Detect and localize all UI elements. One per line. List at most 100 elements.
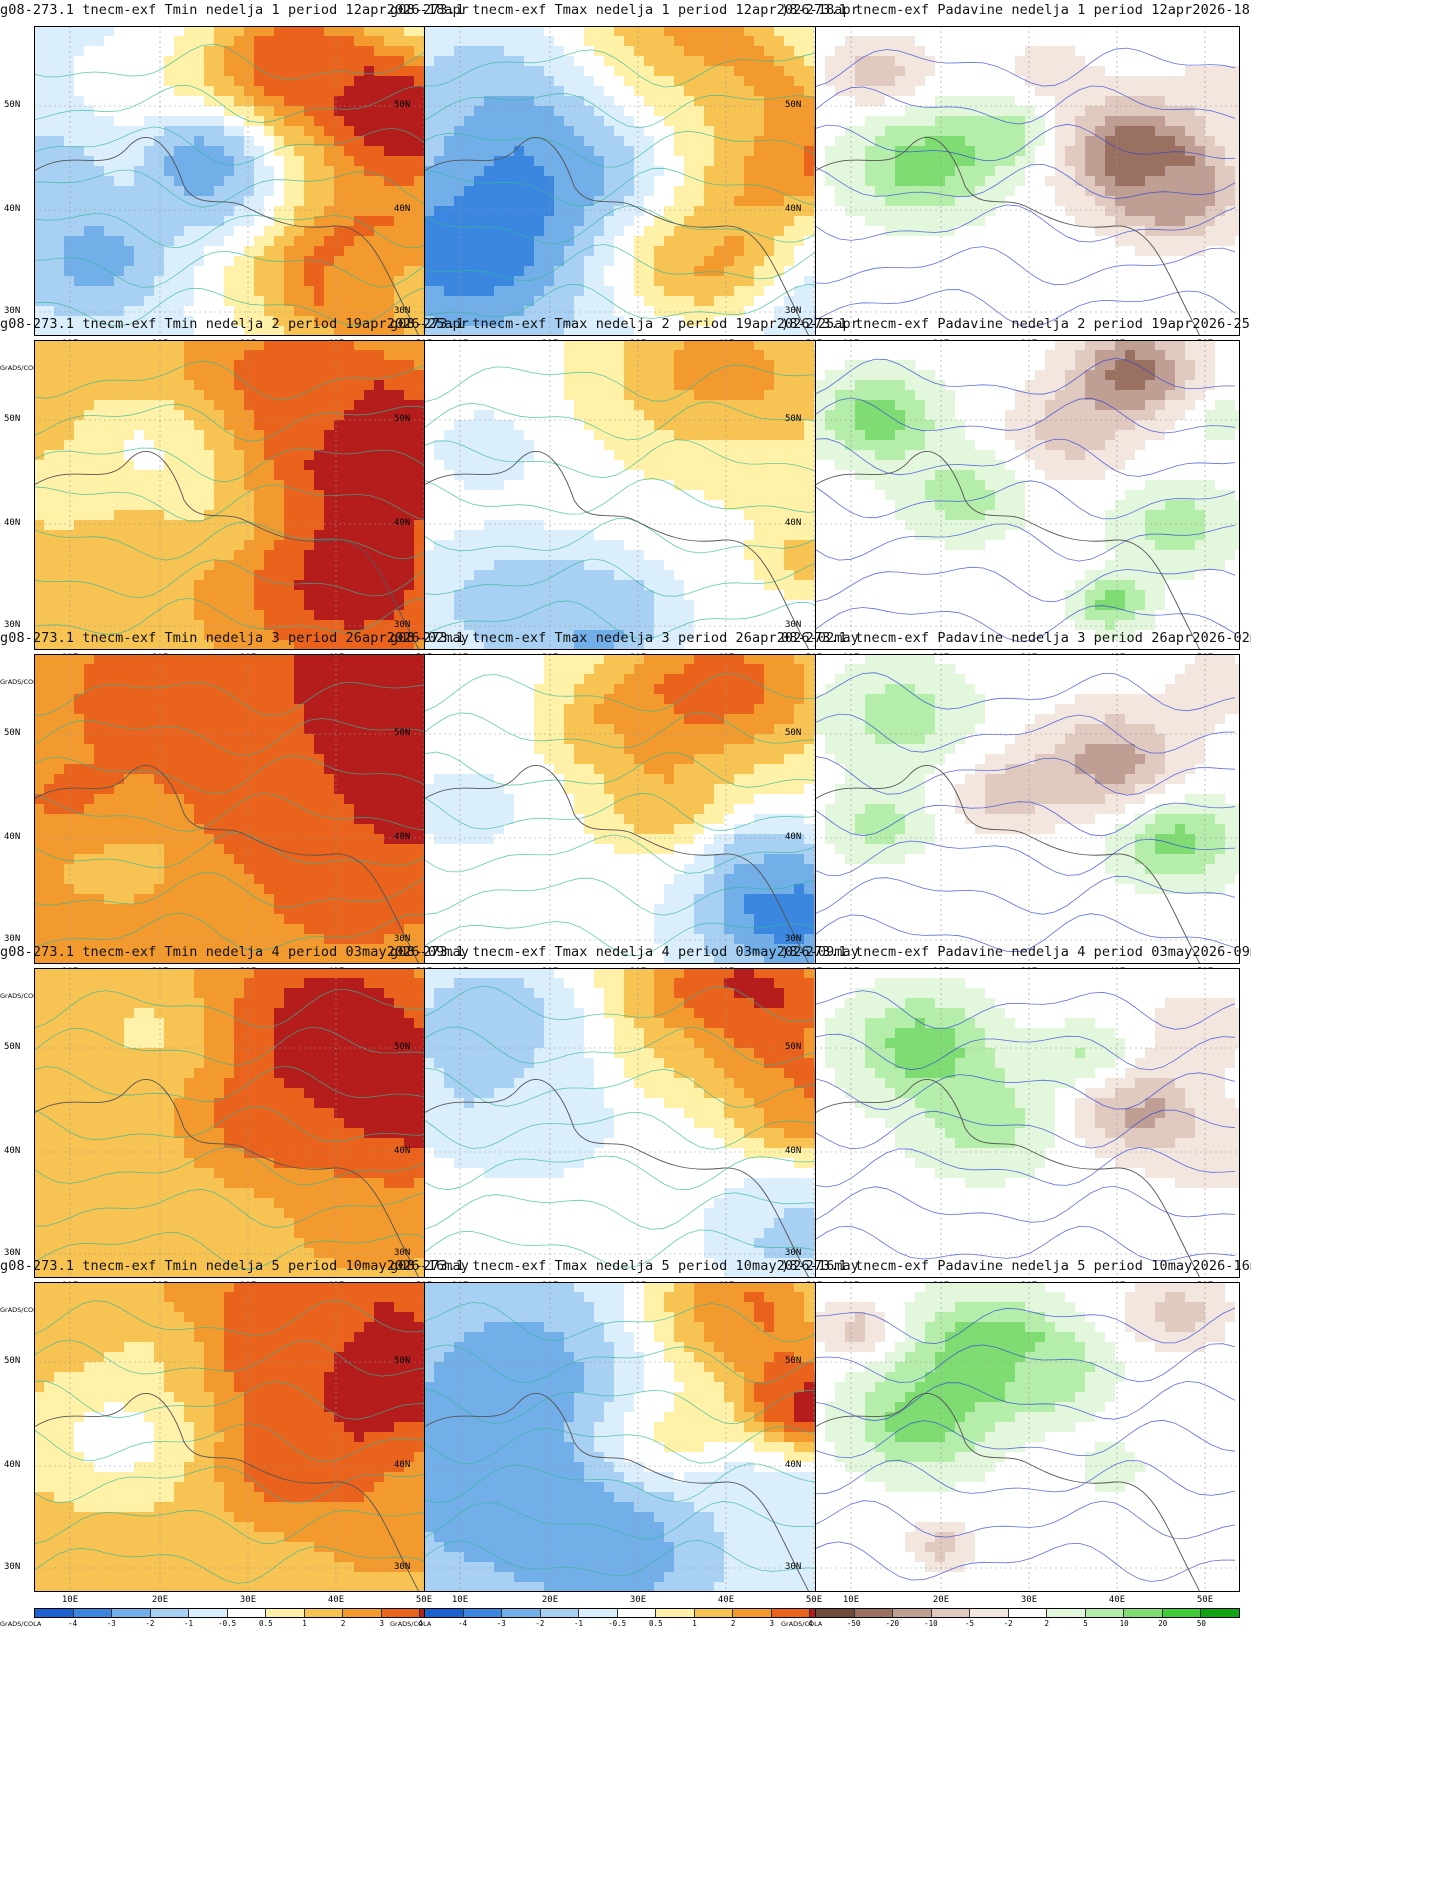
anomaly-cell xyxy=(324,196,334,206)
anomaly-cell xyxy=(44,216,54,226)
anomaly-cell xyxy=(1155,296,1165,306)
anomaly-cell xyxy=(414,146,424,156)
anomaly-cell xyxy=(865,266,875,276)
anomaly-cell xyxy=(1045,296,1055,306)
anomaly-cell xyxy=(274,420,284,430)
anomaly-cell xyxy=(1085,276,1095,286)
anomaly-cell xyxy=(414,316,424,326)
anomaly-cell xyxy=(494,286,504,296)
anomaly-cell xyxy=(915,136,925,146)
anomaly-cell xyxy=(404,66,414,76)
anomaly-cell xyxy=(1185,166,1195,176)
anomaly-cell xyxy=(394,96,404,106)
anomaly-cell xyxy=(34,26,44,36)
anomaly-cell xyxy=(254,410,264,420)
anomaly-cell xyxy=(1175,66,1185,76)
anomaly-cell xyxy=(634,46,644,56)
anomaly-cell xyxy=(905,106,915,116)
anomaly-cell xyxy=(935,66,945,76)
anomaly-cell xyxy=(404,46,414,56)
anomaly-cell xyxy=(734,286,744,296)
anomaly-cell xyxy=(124,430,134,440)
anomaly-cell xyxy=(364,276,374,286)
anomaly-cell xyxy=(44,420,54,430)
anomaly-cell xyxy=(284,106,294,116)
anomaly-cell xyxy=(1065,226,1075,236)
anomaly-cell xyxy=(815,186,825,196)
anomaly-cell xyxy=(784,226,794,236)
anomaly-cell xyxy=(54,480,64,490)
anomaly-cell xyxy=(674,116,684,126)
anomaly-cell xyxy=(574,176,584,186)
anomaly-cell xyxy=(1135,206,1145,216)
anomaly-cell xyxy=(314,156,324,166)
anomaly-cell xyxy=(604,36,614,46)
anomaly-cell xyxy=(604,206,614,216)
anomaly-cell xyxy=(234,206,244,216)
anomaly-cell xyxy=(624,26,634,36)
anomaly-cell xyxy=(144,46,154,56)
anomaly-cell xyxy=(784,156,794,166)
anomaly-cell xyxy=(1225,126,1235,136)
anomaly-cell xyxy=(1225,226,1235,236)
anomaly-cell xyxy=(1205,166,1215,176)
anomaly-cell xyxy=(84,410,94,420)
anomaly-cell xyxy=(214,370,224,380)
anomaly-cell xyxy=(464,36,474,46)
anomaly-cell xyxy=(274,430,284,440)
anomaly-cell xyxy=(684,46,694,56)
anomaly-cell xyxy=(1155,216,1165,226)
anomaly-cell xyxy=(374,360,384,370)
anomaly-cell xyxy=(704,176,714,186)
anomaly-cell xyxy=(564,316,574,326)
anomaly-cell xyxy=(825,66,835,76)
anomaly-cell xyxy=(384,360,394,370)
anomaly-cell xyxy=(194,480,204,490)
anomaly-cell xyxy=(1055,276,1065,286)
anomaly-cell xyxy=(1075,276,1085,286)
anomaly-cell xyxy=(494,96,504,106)
anomaly-cell xyxy=(825,266,835,276)
anomaly-cell xyxy=(294,510,304,520)
anomaly-cell xyxy=(214,66,224,76)
anomaly-cell xyxy=(1075,46,1085,56)
anomaly-cell xyxy=(324,286,334,296)
anomaly-cell xyxy=(1085,76,1095,86)
anomaly-cell xyxy=(925,296,935,306)
anomaly-cell xyxy=(1075,106,1085,116)
anomaly-cell xyxy=(464,76,474,86)
anomaly-cell xyxy=(544,126,554,136)
anomaly-cell xyxy=(234,340,244,350)
anomaly-cell xyxy=(164,326,174,336)
anomaly-cell xyxy=(995,56,1005,66)
anomaly-cell xyxy=(815,206,825,216)
anomaly-cell xyxy=(354,126,364,136)
anomaly-cell xyxy=(804,316,814,326)
anomaly-cell xyxy=(694,326,704,336)
anomaly-cell xyxy=(975,26,985,36)
anomaly-cell xyxy=(825,326,835,336)
anomaly-cell xyxy=(955,256,965,266)
anomaly-cell xyxy=(1225,186,1235,196)
anomaly-cell xyxy=(1185,106,1195,116)
anomaly-cell xyxy=(1225,276,1235,286)
anomaly-cell xyxy=(344,460,354,470)
anomaly-cell xyxy=(804,266,814,276)
anomaly-cell xyxy=(1035,116,1045,126)
anomaly-cell xyxy=(144,480,154,490)
anomaly-cell xyxy=(554,116,564,126)
anomaly-cell xyxy=(424,306,434,316)
anomaly-cell xyxy=(624,176,634,186)
anomaly-cell xyxy=(354,76,364,86)
anomaly-cell xyxy=(995,216,1005,226)
anomaly-cell xyxy=(995,136,1005,146)
anomaly-cell xyxy=(754,26,764,36)
anomaly-cell xyxy=(284,116,294,126)
anomaly-cell xyxy=(364,206,374,216)
anomaly-cell xyxy=(354,440,364,450)
anomaly-cell xyxy=(534,176,544,186)
anomaly-cell xyxy=(384,500,394,510)
anomaly-cell xyxy=(224,390,234,400)
anomaly-cell xyxy=(174,326,184,336)
anomaly-cell xyxy=(1145,286,1155,296)
